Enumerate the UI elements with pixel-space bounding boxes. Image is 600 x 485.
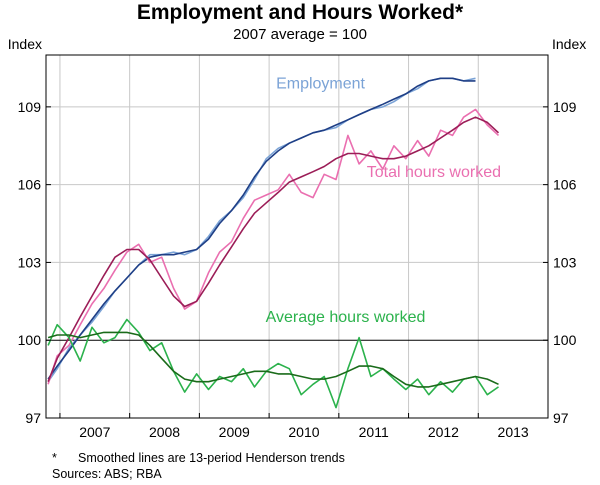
series-lines — [47, 77, 500, 409]
footnote-text: Smoothed lines are 13-period Henderson t… — [78, 451, 345, 465]
series-labels: Employment Total hours worked Average hour… — [266, 76, 501, 326]
trend-line-average-hours-worked — [47, 331, 499, 388]
series-line-total-hours-worked — [47, 108, 500, 385]
y-tick-label-right: 100 — [553, 332, 577, 348]
y-axis-label-left: Index — [8, 36, 42, 52]
x-tick-label: 2012 — [428, 424, 459, 440]
y-tick-label-right: 109 — [553, 99, 577, 115]
y-tick-label-left: 100 — [18, 332, 42, 348]
trend-line-employment — [47, 77, 476, 380]
y-tick-label-right: 97 — [553, 410, 569, 426]
x-tick-label: 2009 — [219, 424, 250, 440]
y-tick-label-left: 109 — [18, 99, 42, 115]
x-tick-label: 2011 — [359, 424, 389, 440]
axis-ticks — [46, 106, 549, 419]
trend-line-total-hours-worked — [47, 116, 500, 382]
y-tick-label-left: 103 — [18, 254, 42, 270]
grid — [46, 55, 549, 419]
x-tick-label: 2007 — [79, 424, 110, 440]
x-tick-label: 2008 — [149, 424, 180, 440]
axis-labels: 97 97 100 100 103 103 106 106 109 109 2007 2008 2009… — [18, 99, 577, 440]
sources-note: Sources: ABS; RBA — [52, 467, 162, 481]
chart-subtitle: 2007 average = 100 — [233, 26, 367, 43]
y-axis-label-right: Index — [552, 36, 586, 52]
x-tick-label: 2013 — [498, 424, 529, 440]
series-label-average-hours-worked: Average hours worked — [266, 309, 426, 326]
y-tick-label-right: 103 — [553, 254, 577, 270]
plot-frame — [45, 54, 549, 419]
y-tick-label-left: 106 — [18, 177, 42, 193]
series-label-total-hours-worked: Total hours worked — [367, 164, 501, 181]
footnote: * Smoothed lines are 13-period Henderson … — [52, 451, 345, 465]
series-label-employment: Employment — [276, 76, 365, 93]
y-tick-label-left: 97 — [25, 410, 41, 426]
y-tick-label-right: 106 — [553, 177, 577, 193]
chart-title: Employment and Hours Worked* — [136, 1, 464, 24]
footnote-marker: * — [52, 451, 57, 465]
series-line-employment — [47, 77, 476, 383]
x-tick-label: 2010 — [288, 424, 319, 440]
